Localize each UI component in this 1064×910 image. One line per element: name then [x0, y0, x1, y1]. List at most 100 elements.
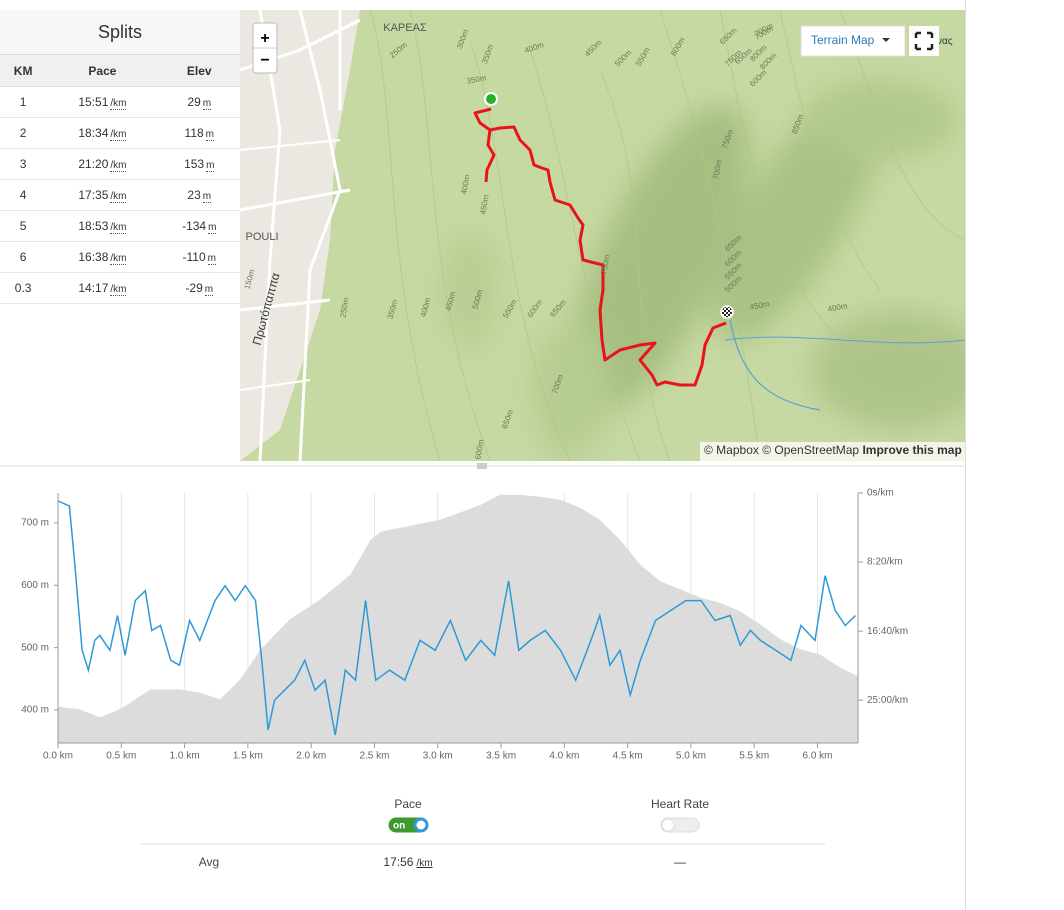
pace-value: 18:53	[78, 219, 109, 233]
map[interactable]: ΚΑΡΕΑΣ POULI Πρωτόπαππα ονας 250m 300m 350m 350…	[240, 10, 965, 461]
x-tick-label: 3.5 km	[486, 751, 516, 762]
split-elev: 23 m	[158, 179, 240, 211]
split-km: 3	[0, 148, 47, 180]
pace-unit: /km	[416, 858, 432, 869]
stream	[729, 319, 821, 411]
x-tick-label: 5.5 km	[739, 751, 769, 762]
map-label: 600m	[473, 439, 485, 461]
summary-pace: 17:56/km	[383, 855, 432, 869]
x-tick-label: 0.5 km	[106, 751, 136, 762]
y2-tick-label: 16:40/km	[867, 626, 908, 637]
split-km: 2	[0, 117, 47, 149]
split-pace: 15:51/km	[46, 86, 159, 118]
fullscreen-icon	[914, 31, 934, 51]
x-tick-label: 1.5 km	[233, 751, 263, 762]
map-label: 450m	[749, 299, 771, 311]
split-elev: -110 m	[158, 241, 240, 273]
route	[489, 125, 727, 387]
pace-line	[57, 500, 857, 736]
pace-value: 21:20	[78, 157, 109, 171]
x-tick-label: 1.0 km	[170, 751, 200, 762]
x-tick-label: 2.0 km	[296, 751, 326, 762]
map-label: 350m	[466, 73, 488, 85]
split-elev: -134 m	[158, 210, 240, 242]
elev-value: -29	[185, 281, 203, 295]
right-border	[965, 0, 966, 910]
toggle-knob	[413, 817, 429, 833]
x-tick-label: 2.5 km	[359, 751, 389, 762]
y-tick-label: 400 m	[21, 705, 49, 716]
fullscreen-button[interactable]	[909, 26, 939, 56]
pace-value: 18:34	[78, 126, 109, 140]
elev-unit: m	[204, 284, 214, 296]
zoom-in[interactable]: +	[260, 30, 269, 47]
layer-button-label[interactable]: Terrain Map	[811, 33, 875, 47]
bottom-panel: 0.0 km 0.5 km 1.0 km 1.5 km 2.0 km 2.5 km 3.0 …	[0, 463, 965, 869]
y2-tick-label: 8:20/km	[867, 557, 903, 568]
split-row: 4 17:35/km 23 m	[0, 179, 240, 211]
map-label: 450m	[478, 194, 490, 216]
elev-value: 23	[187, 188, 201, 202]
split-row: 6 16:38/km -110 m	[0, 241, 240, 273]
map-label: POULI	[245, 231, 278, 243]
pace-value: 14:17	[78, 281, 109, 295]
split-pace: 18:34/km	[46, 117, 159, 149]
map-label: ονας	[931, 36, 952, 47]
y2-tick-label: 25:00/km	[867, 695, 908, 706]
y-tick-label: 500 m	[21, 642, 49, 653]
split-elev: 153 m	[158, 148, 240, 180]
summary-heart-rate: —	[674, 855, 686, 869]
route	[473, 107, 496, 183]
dropdown-caret	[882, 38, 890, 42]
toggle-label: Heart Rate	[651, 797, 709, 811]
split-pace: 14:17/km	[46, 272, 159, 304]
improve-link[interactable]: Improve this map	[862, 443, 961, 457]
split-pace: 16:38/km	[46, 241, 159, 273]
attribution-bg	[700, 442, 965, 461]
elev-unit: m	[207, 253, 217, 265]
x-tick-label: 4.5 km	[613, 751, 643, 762]
x-tick-label: 0.0 km	[43, 751, 73, 762]
split-km: 0.3	[0, 272, 47, 304]
elev-value: -110	[182, 250, 206, 264]
pace-unit: /km	[110, 222, 127, 234]
split-row: 2 18:34/km 118 m	[0, 117, 240, 149]
split-pace: 21:20/km	[46, 148, 159, 180]
y2-tick-label: 0s/km	[867, 488, 894, 499]
split-km: 6	[0, 241, 47, 273]
pace-value: 17:56	[383, 855, 413, 869]
elevation-area	[58, 494, 858, 743]
y-tick-label: 600 m	[21, 580, 49, 591]
attribution: © Mapbox © OpenStreetMap Improve this ma…	[704, 443, 962, 457]
split-elev: -29 m	[158, 272, 240, 304]
elev-unit: m	[206, 160, 215, 172]
drag-handle[interactable]	[477, 463, 487, 469]
y-tick-label: 700 m	[21, 518, 49, 529]
splits-table: KM Pace Elev 1 15:51/km 29 m 2 18:34/km 118 m 3 21:2…	[0, 55, 240, 304]
pace-unit: /km	[110, 284, 127, 296]
urban-area	[240, 10, 360, 461]
split-row: 1 15:51/km 29 m	[0, 86, 240, 118]
zoom-out[interactable]: −	[260, 52, 269, 69]
elev-unit: m	[202, 98, 212, 110]
map-label: 400m	[827, 301, 849, 313]
elev-unit: m	[208, 222, 217, 234]
split-row: 5 18:53/km -134 m	[0, 210, 240, 242]
split-km: 4	[0, 179, 47, 211]
elev-value: 29	[187, 95, 201, 109]
summary-label: Avg	[199, 855, 219, 869]
elev-unit: m	[202, 191, 212, 203]
split-km: 1	[0, 86, 47, 118]
elev-unit: m	[205, 129, 215, 141]
toggle-label: Pace	[394, 797, 422, 811]
finish-marker	[720, 305, 734, 319]
split-row: 0.3 14:17/km -29 m	[0, 272, 240, 304]
split-km: 5	[0, 210, 47, 242]
split-pace: 17:35/km	[46, 179, 159, 211]
map-label: 250m	[338, 297, 350, 319]
stream	[724, 336, 965, 344]
column-header: Pace	[46, 55, 159, 87]
layer-button[interactable]	[800, 25, 906, 57]
